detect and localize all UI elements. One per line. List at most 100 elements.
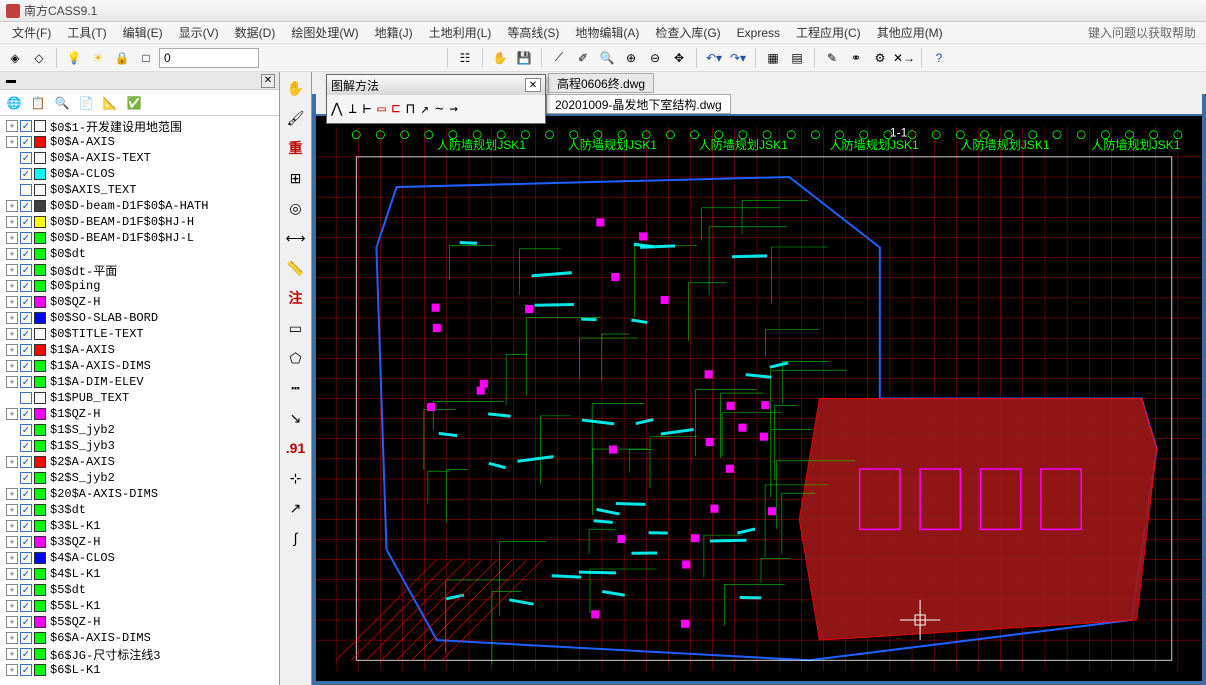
layer-checkbox[interactable]: ✓ bbox=[20, 632, 32, 644]
zoom-in-icon[interactable]: 🔍 bbox=[596, 47, 618, 69]
layer-row[interactable]: +✓$0$QZ-H bbox=[2, 294, 277, 310]
layer-row[interactable]: +✓$0$SO-SLAB-BORD bbox=[2, 310, 277, 326]
zoom-icon[interactable]: ⊕ bbox=[620, 47, 642, 69]
layer-color-swatch[interactable] bbox=[34, 248, 46, 260]
brush-icon[interactable]: ✐ bbox=[572, 47, 594, 69]
layer-row[interactable]: +✓$0$dt bbox=[2, 246, 277, 262]
layer-row[interactable]: +✓$6$L-K1 bbox=[2, 662, 277, 678]
layer-row[interactable]: +✓$0$D-BEAM-D1F$0$HJ-H bbox=[2, 214, 277, 230]
menu-contour[interactable]: 等高线(S) bbox=[499, 24, 567, 41]
help-icon[interactable]: ? bbox=[928, 47, 950, 69]
layer-row[interactable]: +✓$3$L-K1 bbox=[2, 518, 277, 534]
expand-icon[interactable]: + bbox=[6, 584, 18, 596]
layer-checkbox[interactable]: ✓ bbox=[20, 648, 32, 660]
layer-color-swatch[interactable] bbox=[34, 552, 46, 564]
layer-color-swatch[interactable] bbox=[34, 200, 46, 212]
expand-icon[interactable]: + bbox=[6, 376, 18, 388]
layer-color-swatch[interactable] bbox=[34, 136, 46, 148]
menu-tools[interactable]: 工具(T) bbox=[59, 24, 114, 41]
vtool-label-2[interactable]: 注 bbox=[284, 286, 308, 310]
layer-color-swatch[interactable] bbox=[34, 504, 46, 516]
vtool-ruler-icon[interactable]: 📏 bbox=[284, 256, 308, 280]
menu-express[interactable]: Express bbox=[729, 26, 788, 40]
menu-file[interactable]: 文件(F) bbox=[4, 24, 59, 41]
layer-color-swatch[interactable] bbox=[34, 536, 46, 548]
expand-icon[interactable]: + bbox=[6, 360, 18, 372]
expand-icon[interactable]: + bbox=[6, 280, 18, 292]
ptool-2[interactable]: 📋 bbox=[28, 93, 48, 113]
cad-canvas[interactable]: 人防墙规划JSK1人防墙规划JSK1人防墙规划JSK1人防墙规划JSK1人防墙规… bbox=[316, 116, 1202, 681]
expand-icon[interactable]: + bbox=[6, 504, 18, 516]
layers2-icon[interactable]: ◇ bbox=[28, 47, 50, 69]
layer-row[interactable]: +✓$6$A-AXIS-DIMS bbox=[2, 630, 277, 646]
expand-icon[interactable]: + bbox=[6, 120, 18, 132]
layer-color-swatch[interactable] bbox=[34, 360, 46, 372]
layer-checkbox[interactable]: ✓ bbox=[20, 312, 32, 324]
vtool-line-icon[interactable]: ↗ bbox=[284, 496, 308, 520]
vtool-label-1[interactable]: 重 bbox=[284, 136, 308, 160]
menu-feature-edit[interactable]: 地物编辑(A) bbox=[567, 24, 647, 41]
wand-icon[interactable]: ⟋ bbox=[548, 47, 570, 69]
expand-icon[interactable]: + bbox=[6, 536, 18, 548]
menu-view[interactable]: 显示(V) bbox=[171, 24, 227, 41]
ft-tool-2[interactable]: ⊥ bbox=[348, 101, 356, 117]
expand-icon[interactable]: + bbox=[6, 456, 18, 468]
layer-checkbox[interactable]: ✓ bbox=[20, 216, 32, 228]
layer-color-swatch[interactable] bbox=[34, 280, 46, 292]
vtool-label-3[interactable]: .91 bbox=[284, 436, 308, 460]
layer-checkbox[interactable]: ✓ bbox=[20, 664, 32, 676]
expand-icon[interactable]: + bbox=[6, 616, 18, 628]
layer-checkbox[interactable]: ✓ bbox=[20, 120, 32, 132]
layer-checkbox[interactable]: ✓ bbox=[20, 584, 32, 596]
layer-row[interactable]: +✓$2$A-AXIS bbox=[2, 454, 277, 470]
link-icon[interactable]: ⚭ bbox=[845, 47, 867, 69]
expand-icon[interactable]: + bbox=[6, 312, 18, 324]
layer-row[interactable]: ✓$0$A-CLOS bbox=[2, 166, 277, 182]
expand-icon[interactable]: + bbox=[6, 296, 18, 308]
square-icon[interactable]: □ bbox=[135, 47, 157, 69]
vtool-hand-icon[interactable]: ✋ bbox=[284, 76, 308, 100]
panel-minimize-icon[interactable]: ▬ bbox=[4, 74, 18, 88]
layer-row[interactable]: +✓$3$dt bbox=[2, 502, 277, 518]
layer-checkbox[interactable]: ✓ bbox=[20, 616, 32, 628]
layer-checkbox[interactable]: ✓ bbox=[20, 488, 32, 500]
pencil-icon[interactable]: ✎ bbox=[821, 47, 843, 69]
floating-toolbar-title[interactable]: 图解方法 ✕ bbox=[327, 75, 545, 95]
layer-tree[interactable]: +✓$0$1-开发建设用地范围+✓$0$A-AXIS✓$0$A-AXIS-TEX… bbox=[0, 116, 279, 685]
layer-color-swatch[interactable] bbox=[34, 648, 46, 660]
ft-tool-4[interactable]: ▭ bbox=[377, 101, 385, 117]
layer-row[interactable]: ✓$0$AXIS_TEXT bbox=[2, 182, 277, 198]
menu-other[interactable]: 其他应用(M) bbox=[869, 24, 951, 41]
layer-color-swatch[interactable] bbox=[34, 216, 46, 228]
layer-checkbox[interactable]: ✓ bbox=[20, 232, 32, 244]
layer-row[interactable]: +✓$1$A-DIM-ELEV bbox=[2, 374, 277, 390]
layer-row[interactable]: +✓$3$QZ-H bbox=[2, 534, 277, 550]
layer-color-swatch[interactable] bbox=[34, 184, 46, 196]
layer-row[interactable]: +✓$20$A-AXIS-DIMS bbox=[2, 486, 277, 502]
layer-row[interactable]: ✓$1$S_jyb3 bbox=[2, 438, 277, 454]
layer-row[interactable]: +✓$6$JG-尺寸标注线3 bbox=[2, 646, 277, 662]
layer-row[interactable]: +✓$4$L-K1 bbox=[2, 566, 277, 582]
layer-row[interactable]: +✓$4$A-CLOS bbox=[2, 550, 277, 566]
expand-icon[interactable]: + bbox=[6, 664, 18, 676]
layer-checkbox[interactable]: ✓ bbox=[20, 472, 32, 484]
menu-data[interactable]: 数据(D) bbox=[227, 24, 284, 41]
doc-tab-active[interactable]: 20201009-晶发地下室结构.dwg bbox=[546, 94, 731, 114]
ft-tool-7[interactable]: ↗ bbox=[421, 101, 429, 117]
ptool-5[interactable]: 📐 bbox=[100, 93, 120, 113]
layer-row[interactable]: +✓$0$1-开发建设用地范围 bbox=[2, 118, 277, 134]
layer-color-swatch[interactable] bbox=[34, 408, 46, 420]
menu-check[interactable]: 检查入库(G) bbox=[647, 24, 728, 41]
ft-tool-9[interactable]: → bbox=[450, 101, 458, 117]
layer-color-swatch[interactable] bbox=[34, 376, 46, 388]
menu-landuse[interactable]: 土地利用(L) bbox=[421, 24, 500, 41]
doc-tab-inactive[interactable]: 高程0606终.dwg bbox=[548, 73, 654, 93]
vtool-brush-icon[interactable]: 🖌 bbox=[284, 106, 308, 130]
expand-icon[interactable]: + bbox=[6, 216, 18, 228]
cross-icon[interactable]: ✕→ bbox=[893, 47, 915, 69]
ft-tool-3[interactable]: ⊢ bbox=[363, 101, 371, 117]
layer-color-swatch[interactable] bbox=[34, 152, 46, 164]
bulb-icon[interactable]: 💡 bbox=[63, 47, 85, 69]
layer-combo[interactable]: 0 bbox=[159, 48, 259, 68]
expand-icon[interactable]: + bbox=[6, 552, 18, 564]
